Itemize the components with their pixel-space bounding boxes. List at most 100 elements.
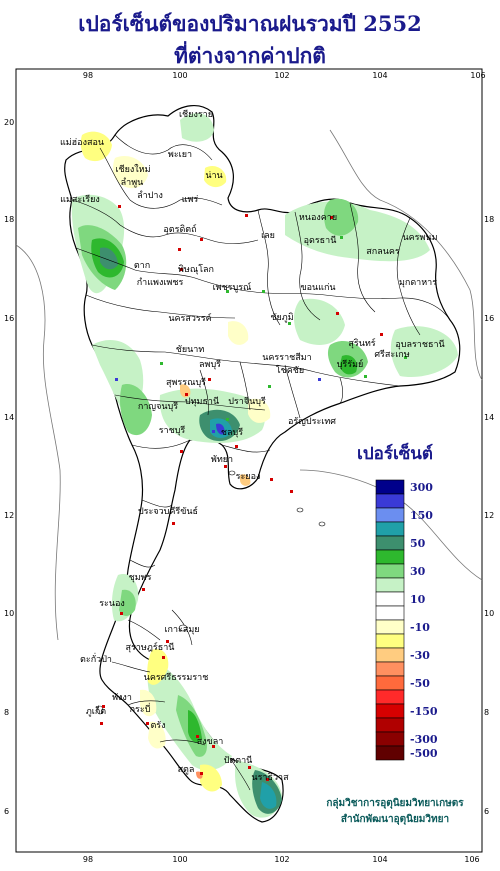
legend-label: 300	[410, 481, 433, 494]
place-label: ชลบุรี	[221, 427, 243, 438]
place-label: ปราจีนบุรี	[228, 396, 266, 407]
legend-label: 10	[410, 593, 426, 606]
place-label: น่าน	[205, 171, 222, 181]
x-tick-98: 98	[83, 71, 93, 80]
legend-title: เปอร์เซ็นต์	[357, 444, 433, 464]
place-label: ตาก	[134, 261, 150, 271]
place-label: ตรัง	[150, 721, 165, 731]
y-tick-10: 10	[4, 609, 14, 618]
x-tick-bottom-106: 106	[464, 855, 479, 864]
y-tick-right-16: 16	[484, 314, 494, 323]
legend-label: 150	[410, 509, 433, 522]
legend-swatch	[375, 507, 405, 523]
place-label: ปทุมธานี	[185, 396, 219, 407]
place-label: เกาะสมุย	[164, 625, 199, 635]
place-label: เพชรบูรณ์	[213, 281, 252, 293]
legend-swatch	[375, 703, 405, 719]
place-label: นครราชสีมา	[262, 352, 311, 363]
legend-label: 30	[410, 565, 426, 578]
place-label: ลำพูน	[121, 177, 144, 188]
legend-label: -300	[410, 733, 438, 746]
legend-swatch	[375, 479, 405, 495]
credit-line1: กลุ่มวิชาการอุตุนิยมวิทยาเกษตร	[326, 798, 464, 809]
place-label: ระยอง	[236, 472, 261, 482]
place-label: อุตรดิตถ์	[163, 223, 196, 235]
y-tick-right-18: 18	[484, 215, 494, 224]
place-label: นราธิวาส	[251, 772, 289, 783]
legend-swatch	[375, 689, 405, 705]
place-label: บุรีรัมย์	[337, 358, 364, 370]
y-tick-8: 8	[4, 708, 9, 717]
place-label: อรัญประเทศ	[288, 417, 336, 427]
x-tick-bottom-102: 102	[274, 855, 289, 864]
legend-swatch	[375, 675, 405, 691]
place-label: สุพรรณบุรี	[166, 377, 206, 388]
place-label: เลย	[261, 231, 275, 241]
map-title-line1: เปอร์เซ็นต์ของปริมาณฝนรวมปี 2552	[78, 11, 422, 36]
place-label: ภูเก็ต	[86, 704, 106, 717]
place-label: หนองคาย	[299, 213, 337, 223]
place-label: อุดรธานี	[304, 235, 337, 246]
map-title-line2: ที่ต่างจากค่าปกติ	[174, 43, 326, 68]
place-label: สตูล	[178, 765, 195, 775]
place-label: สงขลา	[197, 737, 224, 747]
place-label: พัทยา	[211, 455, 233, 465]
place-label: นครพนม	[402, 233, 437, 243]
x-tick-bottom-104: 104	[372, 855, 387, 864]
legend-swatch	[375, 521, 405, 537]
legend-label: -30	[410, 649, 430, 662]
place-label: แม่สะเรียง	[60, 194, 100, 205]
place-label: ลำปาง	[137, 190, 163, 201]
place-label: นครศรีธรรมราช	[144, 672, 209, 683]
y-tick-right-6: 6	[484, 807, 489, 816]
place-label: ขอนแก่น	[300, 283, 335, 293]
place-label: พังงา	[112, 693, 132, 703]
legend-swatch	[375, 647, 405, 663]
place-label: กาญจนบุรี	[138, 401, 178, 412]
place-label: กระบี่	[130, 702, 151, 715]
islands	[96, 470, 326, 715]
x-tick-102: 102	[274, 71, 289, 80]
place-label: แพร่	[182, 195, 199, 205]
legend-swatch	[375, 619, 405, 635]
legend-swatch	[375, 745, 405, 761]
legend-swatch	[375, 661, 405, 677]
place-label: เชียงใหม่	[115, 164, 150, 175]
axis-ticks: 98 100 102 104 106 98 100 102 104 106 20…	[4, 71, 494, 864]
place-label: อุบลราชธานี	[395, 339, 444, 350]
legend-swatch	[375, 591, 405, 607]
y-tick-18: 18	[4, 215, 14, 224]
place-label: ระนอง	[99, 599, 125, 609]
place-label: นครสวรรค์	[168, 312, 211, 324]
place-label: ศรีสะเกษ	[374, 349, 409, 360]
legend-swatch	[375, 549, 405, 565]
legend-swatch	[375, 563, 405, 579]
place-label: ชุมพร	[129, 573, 152, 583]
legend-label: -500	[410, 747, 438, 760]
y-tick-right-12: 12	[484, 511, 494, 520]
x-ticks-bottom: 98 100 102 104 106	[83, 855, 480, 864]
legend-swatch	[375, 605, 405, 621]
legend-swatch	[375, 577, 405, 593]
x-tick-100: 100	[172, 71, 187, 80]
x-tick-bottom-98: 98	[83, 855, 93, 864]
place-label: สกลนคร	[366, 247, 400, 257]
place-label: แม่ฮ่องสอน	[60, 138, 104, 148]
legend-swatch	[375, 731, 405, 747]
legend-label: -50	[410, 677, 430, 690]
place-label: ชัยภูมิ	[270, 312, 293, 323]
legend-swatch	[375, 717, 405, 733]
place-label: ลพบุรี	[199, 359, 221, 370]
place-label: สุรินทร์	[348, 337, 375, 349]
x-ticks-top: 98 100 102 104 106	[83, 71, 486, 80]
place-label: กำแพงเพชร	[137, 277, 184, 288]
y-ticks-right: 18 16 14 12 10 8 6	[484, 215, 494, 816]
legend-swatch	[375, 633, 405, 649]
place-label: เชียงราย	[179, 109, 213, 120]
y-tick-right-10: 10	[484, 609, 494, 618]
legend-swatch	[375, 535, 405, 551]
place-label: พะเยา	[168, 150, 192, 160]
legend-label: -10	[410, 621, 430, 634]
place-label: พิษณุโลก	[178, 264, 214, 275]
